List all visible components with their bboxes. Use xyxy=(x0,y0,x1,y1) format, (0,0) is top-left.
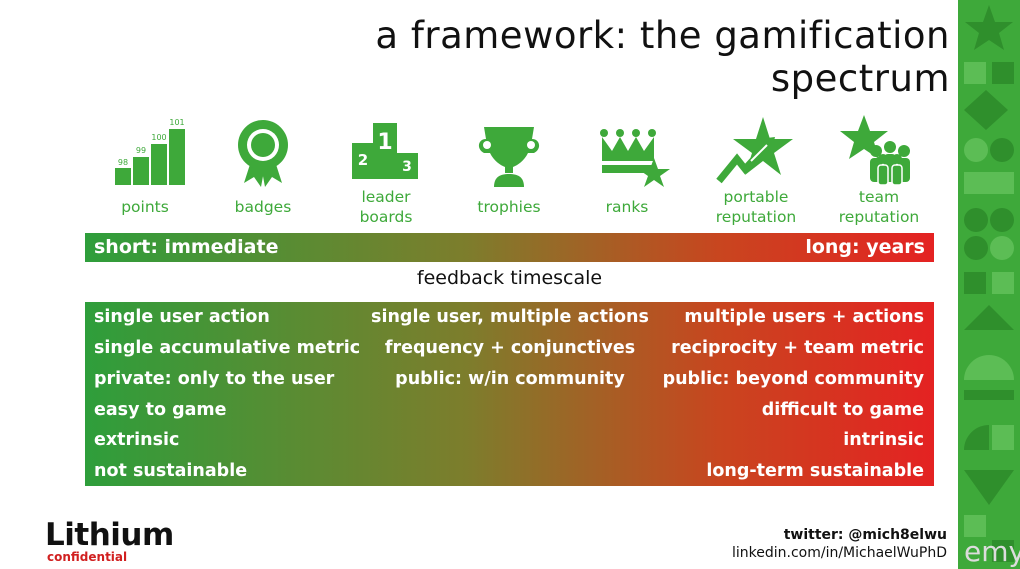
slide-title: a framework: the gamification spectrum xyxy=(375,14,950,100)
portable-reputation-label-line2: reputation xyxy=(715,208,797,226)
spectrum-row: private: only to the user public: w/in c… xyxy=(85,364,934,394)
timescale-bar: short: immediate long: years xyxy=(85,233,934,262)
confidential-label: confidential xyxy=(47,550,128,564)
star-team-icon xyxy=(840,115,910,186)
points-bars-icon: 98 99 100 101 xyxy=(115,118,185,185)
badges-label: badges xyxy=(234,198,292,216)
row-left: easy to game xyxy=(94,400,227,420)
points-number-98: 98 xyxy=(118,158,128,167)
spectrum-row: single accumulative metric frequency + c… xyxy=(85,333,934,363)
spectrum-table: single user action single user, multiple… xyxy=(85,302,934,486)
leader-boards-label-line2: boards xyxy=(359,208,413,226)
spectrum-row: not sustainable long-term sustainable xyxy=(85,456,934,486)
badge-ribbon-icon xyxy=(238,120,288,187)
timescale-long-label: long: years xyxy=(805,236,925,258)
team-reputation-label-line1: team xyxy=(858,188,900,206)
row-right: intrinsic xyxy=(843,430,924,450)
timescale-short-label: short: immediate xyxy=(94,236,279,258)
trophies-label: trophies xyxy=(477,198,541,216)
spectrum-row: single user action single user, multiple… xyxy=(85,302,934,332)
row-right: difficult to game xyxy=(761,400,924,420)
watermark-text: emy xyxy=(964,535,1020,568)
row-right: reciprocity + team metric xyxy=(671,338,924,358)
row-right: public: beyond community xyxy=(662,369,924,389)
row-left: extrinsic xyxy=(94,430,180,450)
row-right: long-term sustainable xyxy=(706,461,924,481)
leader-boards-label-line1: leader xyxy=(361,188,411,206)
twitter-handle: twitter: @mich8elwu xyxy=(783,527,947,543)
ranks-item: ranks xyxy=(572,115,682,230)
row-left: not sustainable xyxy=(94,461,248,481)
timescale-caption: feedback timescale xyxy=(416,267,603,289)
row-middle: public: w/in community xyxy=(395,369,625,389)
linkedin-url: linkedin.com/in/MichaelWuPhD xyxy=(731,545,947,561)
row-left: single accumulative metric xyxy=(94,338,361,358)
row-left: single user action xyxy=(94,307,270,327)
row-left: private: only to the user xyxy=(94,369,335,389)
points-label: points xyxy=(121,198,169,216)
ranks-label: ranks xyxy=(605,198,649,216)
points-number-100: 100 xyxy=(151,133,166,142)
podium-number-3: 3 xyxy=(402,159,412,175)
spectrum-row: extrinsic intrinsic xyxy=(85,425,934,455)
team-reputation-label-line2: reputation xyxy=(838,208,920,226)
spectrum-row: easy to game difficult to game xyxy=(85,395,934,425)
row-middle: single user, multiple actions xyxy=(371,307,649,327)
trophy-icon xyxy=(478,127,540,187)
trophies-item: trophies xyxy=(454,115,564,230)
decorative-side-strip xyxy=(958,0,1020,569)
reward-icons-row: 98 99 100 101 points badges 1 2 3 leader… xyxy=(90,115,935,230)
points-number-99: 99 xyxy=(136,146,146,155)
decorative-pattern xyxy=(964,5,1014,562)
row-right: multiple users + actions xyxy=(684,307,924,327)
star-arrow-icon xyxy=(716,117,793,184)
portable-reputation-label-line1: portable xyxy=(723,188,789,206)
portable-reputation-item: portable reputation xyxy=(701,115,811,230)
lithium-logo: Lithium xyxy=(45,517,174,553)
row-middle: frequency + conjunctives xyxy=(384,338,636,358)
crown-star-icon xyxy=(600,129,670,187)
badges-item: badges xyxy=(208,115,318,230)
points-number-101: 101 xyxy=(169,118,184,127)
team-reputation-item: team reputation xyxy=(824,115,934,230)
podium-number-1: 1 xyxy=(377,130,392,155)
points-item: 98 99 100 101 points xyxy=(90,115,200,230)
podium-icon: 1 2 3 xyxy=(352,123,418,179)
podium-number-2: 2 xyxy=(358,151,368,169)
leader-boards-item: 1 2 3 leader boards xyxy=(331,115,441,230)
